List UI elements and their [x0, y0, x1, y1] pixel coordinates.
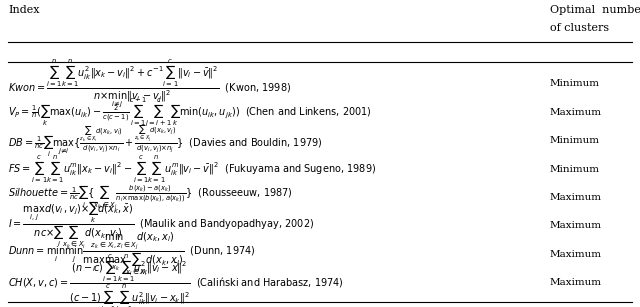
- Text: $FS = \sum_{i=1}^{c}\sum_{k=1}^{n} u_{ik}^{m}\|x_k - v_i\|^2 - \sum_{i=1}^{c}\su: $FS = \sum_{i=1}^{c}\sum_{k=1}^{n} u_{ik…: [8, 153, 376, 185]
- Text: Minimum: Minimum: [550, 136, 600, 145]
- Text: Maximum: Maximum: [550, 108, 602, 117]
- Text: Optimal  number: Optimal number: [550, 5, 640, 15]
- Text: of clusters: of clusters: [550, 23, 609, 33]
- Text: Maximum: Maximum: [550, 278, 602, 287]
- Text: $Silhouette = \frac{1}{nc}\sum_i\{\sum_{x_k\in X_i} \frac{b(x_k)-a(x_k)}{n_i{\ti: $Silhouette = \frac{1}{nc}\sum_i\{\sum_{…: [8, 184, 293, 211]
- Text: $DB = \frac{1}{nc}\sum_i \max_{j\neq i}\{\frac{\sum_{z_k\in X_i} d(x_k,v_i)}{d(v: $DB = \frac{1}{nc}\sum_i \max_{j\neq i}\…: [8, 123, 323, 158]
- Text: Maximum: Maximum: [550, 250, 602, 259]
- Text: Minimum: Minimum: [550, 80, 600, 88]
- Text: $Dunn = \min_i \min_j \dfrac{\min_{z_k\in X_i, z_l\in X_j} d(x_k,x_l)}{\max_i \m: $Dunn = \min_i \min_j \dfrac{\min_{z_k\i…: [8, 231, 255, 278]
- Text: Maximum: Maximum: [550, 193, 602, 202]
- Text: $V_P = \frac{1}{n}(\sum_k \max(u_{ik}) - \frac{2}{c(c-1)}\sum_{i=1}^{c-1}\sum_{j: $V_P = \frac{1}{n}(\sum_k \max(u_{ik}) -…: [8, 95, 372, 129]
- Text: Maximum: Maximum: [550, 221, 602, 230]
- Text: $CH(X,v,c) = \dfrac{(n-c)\sum_{i=1}^{c}\sum_{k=1}^{n} u_{ik}^{2}\|v_i-\bar{x}\|^: $CH(X,v,c) = \dfrac{(n-c)\sum_{i=1}^{c}\…: [8, 252, 344, 307]
- Text: $Kwon = \dfrac{\sum_{i=1}^{n}\sum_{k=1}^{n} u_{ik}^{2}\|x_k-v_i\|^2+c^{-1}\sum_{: $Kwon = \dfrac{\sum_{i=1}^{n}\sum_{k=1}^…: [8, 58, 291, 110]
- Text: $I = \dfrac{\max_{i,j} d(v_i,v_j){\times}\sum_k d(x_k,\bar{x})}{nc{\times}\sum_i: $I = \dfrac{\max_{i,j} d(v_i,v_j){\times…: [8, 200, 314, 251]
- Text: Index: Index: [8, 5, 40, 15]
- Text: Minimum: Minimum: [550, 165, 600, 173]
